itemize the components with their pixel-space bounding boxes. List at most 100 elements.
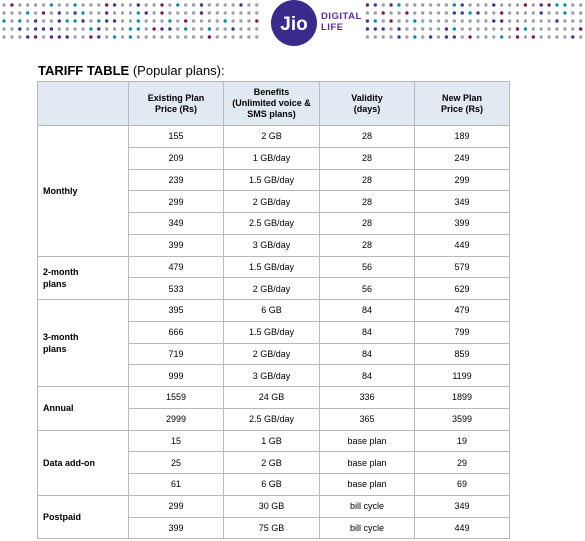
table-cell: 1 GB bbox=[223, 429, 320, 453]
table-cell: 84 bbox=[319, 364, 415, 387]
banner-dot bbox=[539, 11, 543, 15]
banner-dot bbox=[460, 35, 464, 39]
banner-dot bbox=[460, 27, 464, 31]
table-cell: 349 bbox=[414, 190, 510, 213]
banner-dot bbox=[223, 19, 227, 23]
banner-dot bbox=[136, 35, 140, 39]
banner-dot bbox=[531, 19, 535, 23]
table-cell: 28 bbox=[319, 125, 415, 148]
banner-dot bbox=[89, 11, 93, 15]
banner-dot bbox=[563, 35, 567, 39]
banner-dot bbox=[2, 19, 6, 23]
table-cell: 6 GB bbox=[223, 299, 320, 322]
table-cell: 2 GB bbox=[223, 451, 320, 474]
banner-dot bbox=[507, 35, 512, 39]
banner-dot bbox=[97, 19, 101, 23]
banner-dot bbox=[397, 19, 401, 23]
banner-dot bbox=[500, 11, 504, 15]
banner-dot bbox=[365, 19, 370, 23]
column-header-line: Validity bbox=[351, 92, 383, 103]
table-cell: 69 bbox=[414, 473, 510, 496]
banner-dot bbox=[10, 35, 14, 39]
banner-dot bbox=[421, 27, 425, 31]
table-row: 61 6 GB base plan 69 bbox=[38, 473, 510, 496]
banner-dot bbox=[65, 19, 69, 23]
banner-dot bbox=[523, 35, 528, 39]
banner-dot bbox=[120, 19, 125, 23]
banner-dot bbox=[381, 27, 385, 31]
banner-dot bbox=[476, 3, 480, 7]
category-label: Data add-on bbox=[43, 457, 96, 468]
banner-dot bbox=[26, 27, 30, 31]
banner-dot bbox=[563, 27, 567, 31]
banner-dot bbox=[65, 3, 69, 7]
table-cell: base plan bbox=[319, 451, 415, 474]
banner-dot bbox=[547, 11, 551, 15]
table-cell: bill cycle bbox=[319, 494, 415, 518]
banner-dot bbox=[49, 27, 54, 31]
table-cell: 19 bbox=[414, 429, 510, 453]
banner-dot bbox=[413, 3, 417, 7]
table-cell: 1559 bbox=[128, 386, 224, 409]
banner-dot bbox=[507, 3, 512, 7]
banner-dot bbox=[81, 27, 85, 31]
banner-dot bbox=[231, 19, 235, 23]
category-cell: Data add-on bbox=[37, 429, 129, 496]
banner-dot bbox=[492, 19, 496, 23]
banner-dot bbox=[255, 27, 259, 31]
table-cell: 25 bbox=[128, 451, 224, 474]
banner-dot bbox=[563, 19, 567, 23]
banner-dot bbox=[500, 3, 504, 7]
banner-dot bbox=[26, 3, 30, 7]
banner-dot bbox=[468, 19, 472, 23]
banner-dot bbox=[555, 3, 559, 7]
banner-dot bbox=[547, 19, 551, 23]
table-cell: 249 bbox=[414, 146, 510, 170]
banner-dot bbox=[571, 11, 575, 15]
banner-dot bbox=[531, 11, 535, 15]
banner-dot bbox=[515, 3, 520, 7]
banner-dot bbox=[184, 35, 188, 39]
table-row: Monthly 155 2 GB 28 189 bbox=[37, 125, 510, 257]
banner-dot bbox=[579, 19, 583, 23]
banner-dot bbox=[389, 11, 393, 15]
banner-dot bbox=[2, 27, 6, 31]
banner-dot bbox=[460, 19, 464, 23]
banner-dot bbox=[81, 11, 85, 15]
category-label: Monthly bbox=[43, 185, 78, 196]
table-cell: 1899 bbox=[414, 386, 510, 409]
table-cell: 533 bbox=[128, 277, 224, 300]
table-row: 3-month plans 395 6 GB 84 479 bbox=[37, 299, 510, 387]
table-cell: 299 bbox=[414, 168, 510, 192]
banner-dot bbox=[223, 3, 227, 7]
banner-dot bbox=[144, 35, 148, 39]
banner-dot bbox=[160, 35, 164, 39]
banner-dot bbox=[57, 19, 61, 23]
banner-dot bbox=[105, 27, 109, 31]
banner-dot bbox=[579, 3, 583, 7]
banner-dot bbox=[136, 27, 140, 31]
banner-dot bbox=[144, 3, 148, 7]
table-cell: 28 bbox=[319, 190, 415, 213]
banner-dot bbox=[523, 11, 528, 15]
banner-dot bbox=[65, 35, 69, 39]
column-header-line: New Plan bbox=[441, 92, 482, 103]
banner-dot bbox=[255, 11, 259, 15]
banner-dot bbox=[207, 11, 212, 15]
banner-dot bbox=[18, 3, 22, 7]
banner-dot bbox=[239, 3, 243, 7]
banner-dot bbox=[523, 27, 528, 31]
banner-dot bbox=[452, 19, 456, 23]
banner-dot bbox=[468, 35, 472, 39]
banner-dot bbox=[128, 11, 133, 15]
banner-dot bbox=[476, 11, 480, 15]
table-cell: 2.5 GB/day bbox=[223, 212, 320, 235]
column-header: New Plan Price (Rs) bbox=[414, 81, 510, 126]
banner-dot bbox=[507, 19, 512, 23]
banner-dot bbox=[168, 3, 172, 7]
page-title: TARIFF TABLE (Popular plans): bbox=[38, 63, 225, 78]
banner-dot bbox=[476, 27, 480, 31]
banner-dot bbox=[105, 19, 109, 23]
banner-dot bbox=[49, 19, 54, 23]
banner-dot bbox=[444, 11, 449, 15]
